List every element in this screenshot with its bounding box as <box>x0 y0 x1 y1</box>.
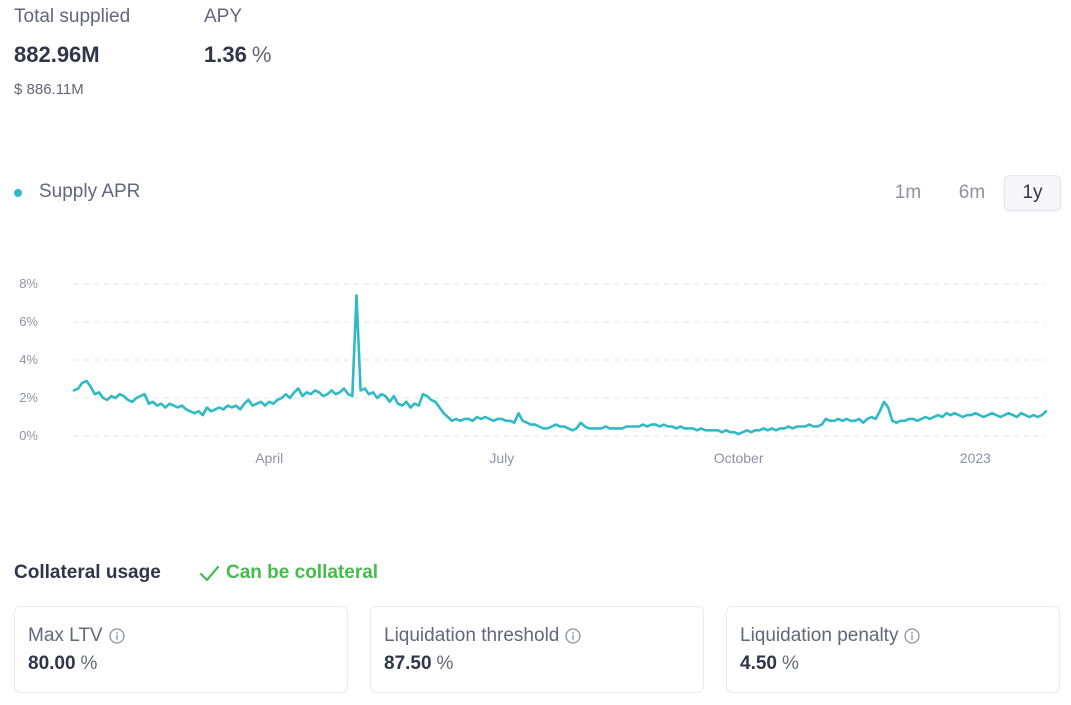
series-line-supply-apr <box>72 294 1048 436</box>
chart-grid <box>74 283 1046 437</box>
x-tick-label: April <box>255 450 283 466</box>
y-tick-label: 6% <box>19 314 38 329</box>
legend-dot <box>14 189 22 197</box>
range-6m-button[interactable]: 6m <box>958 182 986 203</box>
x-tick-label: 2023 <box>960 450 991 466</box>
liquidation-penalty-label: Liquidation penalty <box>740 625 899 646</box>
liquidation-threshold-label: Liquidation threshold <box>384 625 560 646</box>
chart-series <box>72 294 1048 436</box>
info-icon[interactable] <box>108 628 125 644</box>
total-supplied-label: Total supplied <box>14 6 131 27</box>
liquidation-threshold-unit: % <box>436 653 454 674</box>
x-tick-label: October <box>714 450 764 466</box>
check-icon <box>198 562 220 584</box>
apy-value: 1.36% <box>204 42 271 68</box>
max-ltv-unit: % <box>80 653 98 674</box>
collateral-status-text: Can be collateral <box>226 562 379 583</box>
total-supplied-value: 882.96M <box>14 42 100 67</box>
range-1m-button[interactable]: 1m <box>894 182 922 203</box>
apy-number: 1.36 <box>204 42 247 67</box>
collateral-status: Can be collateral <box>198 562 378 584</box>
range-1y-button[interactable]: 1y <box>1004 175 1061 211</box>
total-supplied-usd: $ 886.11M <box>14 81 84 98</box>
y-tick-label: 4% <box>19 352 38 367</box>
x-axis-ticks: April July October 2023 <box>255 450 991 466</box>
liquidation-penalty-unit: % <box>781 653 799 674</box>
max-ltv-label: Max LTV <box>28 625 103 646</box>
y-tick-label: 0% <box>19 428 38 443</box>
max-ltv-value: 80.00% <box>28 653 97 675</box>
liquidation-penalty-card: Liquidation penalty 4.50% <box>726 606 1060 693</box>
legend-label: Supply APR <box>39 181 141 202</box>
collateral-usage-title: Collateral usage <box>14 562 161 583</box>
max-ltv-number: 80.00 <box>28 653 76 674</box>
liquidation-penalty-number: 4.50 <box>740 653 777 674</box>
x-tick-label: July <box>489 450 514 466</box>
liquidation-threshold-value: 87.50% <box>384 653 453 675</box>
liquidation-penalty-value: 4.50% <box>740 653 799 675</box>
y-axis-ticks: 0% 2% 4% 6% 8% <box>19 276 38 443</box>
info-icon[interactable] <box>904 628 921 644</box>
max-ltv-card: Max LTV 80.00% <box>14 606 348 693</box>
max-ltv-label-row: Max LTV <box>28 625 125 647</box>
liquidation-threshold-number: 87.50 <box>384 653 432 674</box>
liquidation-penalty-label-row: Liquidation penalty <box>740 625 921 647</box>
supply-apr-chart[interactable]: 0% 2% 4% 6% 8% April July October 2023 <box>0 258 1071 478</box>
y-tick-label: 8% <box>19 276 38 291</box>
info-icon[interactable] <box>565 628 582 644</box>
apy-label: APY <box>204 6 243 27</box>
apy-unit: % <box>251 42 272 67</box>
liquidation-threshold-card: Liquidation threshold 87.50% <box>370 606 704 693</box>
liquidation-threshold-label-row: Liquidation threshold <box>384 625 582 647</box>
y-tick-label: 2% <box>19 390 38 405</box>
